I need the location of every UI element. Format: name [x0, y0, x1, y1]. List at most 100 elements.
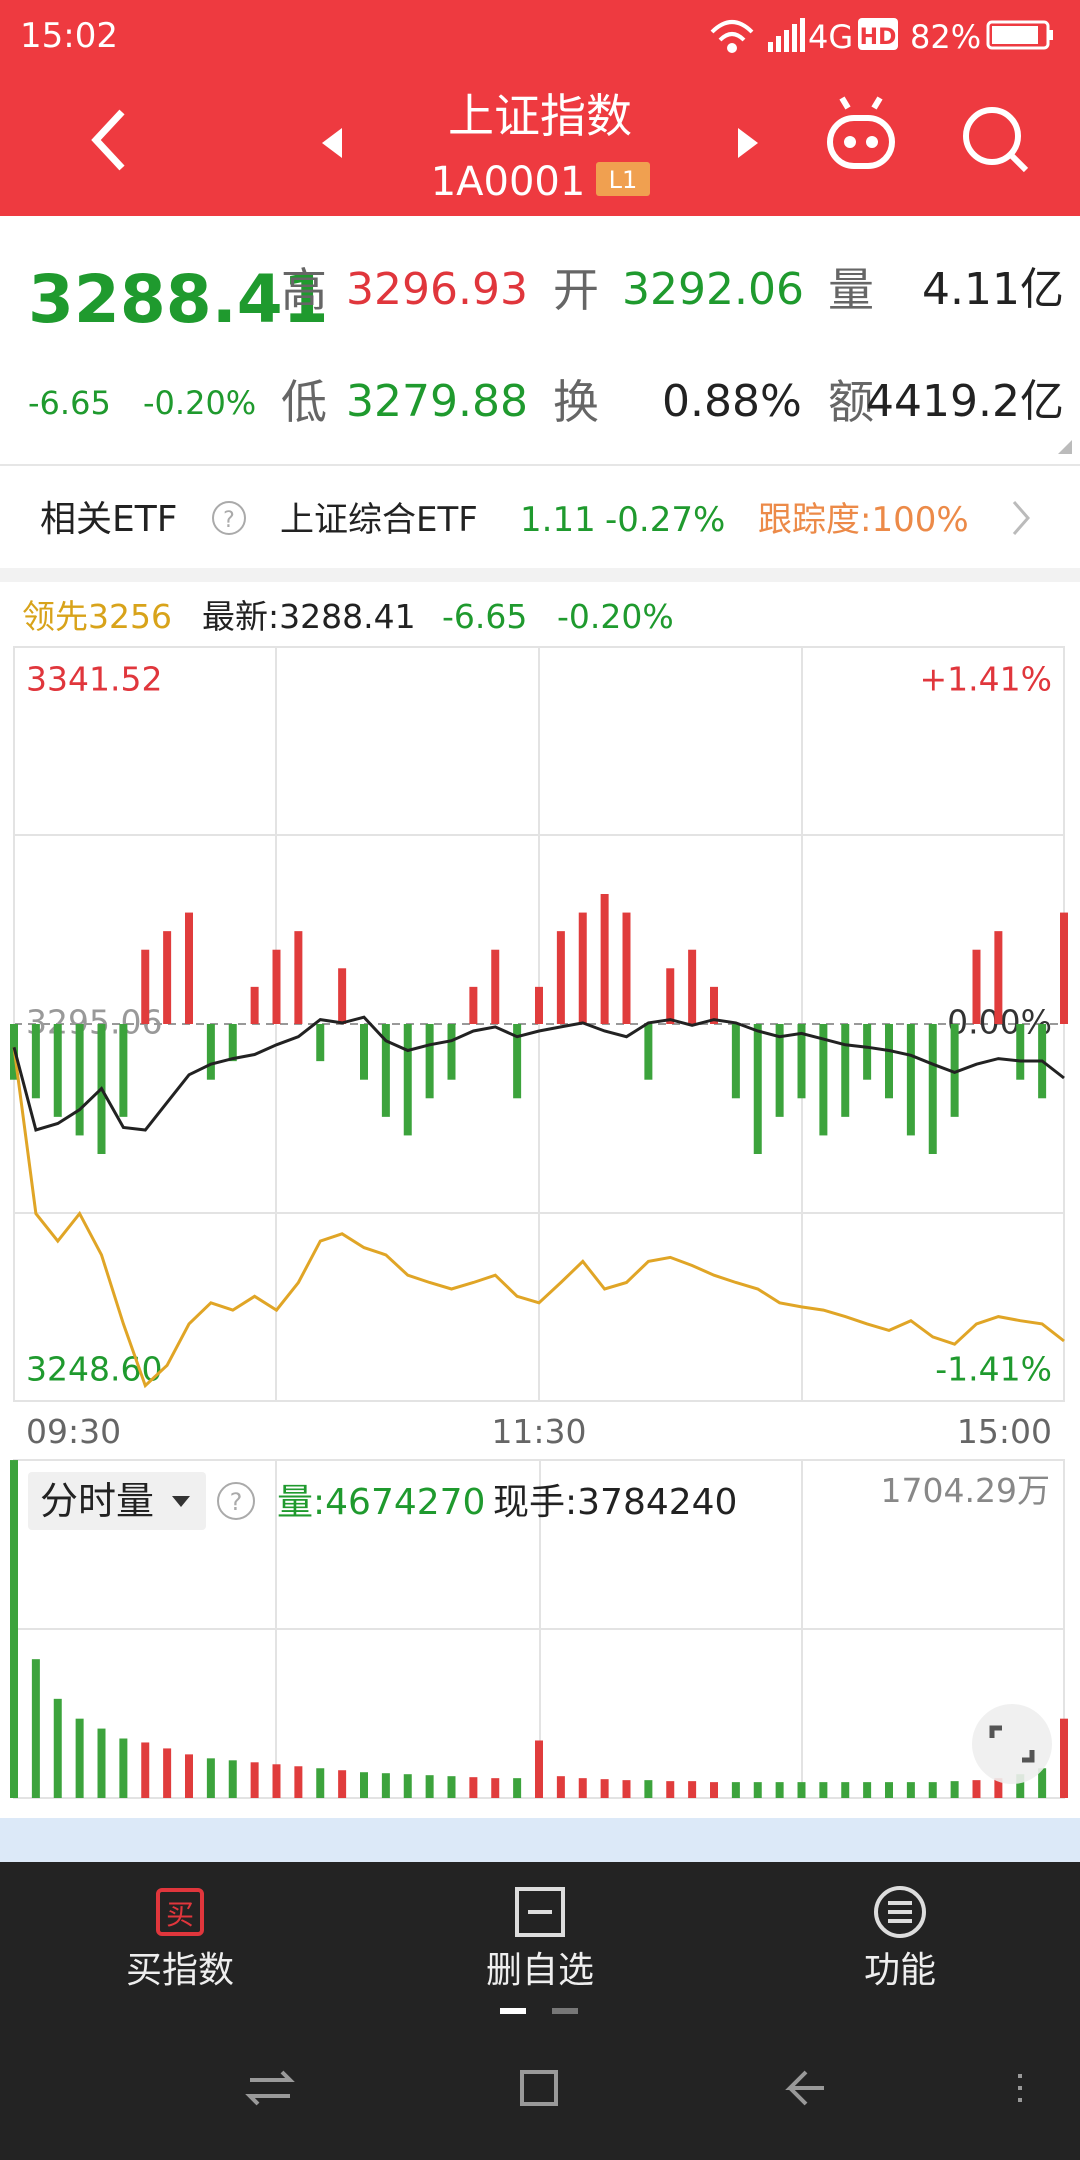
volume-bar [578, 1778, 587, 1798]
quote-volume: 4.11亿 [922, 264, 1064, 315]
volume-bar [1016, 1774, 1025, 1798]
change-bar [535, 986, 543, 1024]
volume-bar [906, 1782, 915, 1798]
help-glyph: ? [223, 508, 235, 533]
volume-bar [556, 1776, 565, 1798]
volume-current: 现手:3784240 [493, 1482, 737, 1523]
quote-price: 3288.41 [28, 261, 329, 338]
mode-caret [172, 1496, 190, 1507]
volume-bar [1060, 1718, 1068, 1798]
change-bar [556, 931, 565, 1024]
volume-bar [666, 1781, 675, 1798]
volume-bar [381, 1773, 390, 1798]
change-bar [600, 894, 609, 1024]
etf-label: 相关ETF [40, 499, 177, 540]
volume-bar [272, 1764, 281, 1798]
nav-delete[interactable]: 删自选 [486, 1950, 594, 1991]
search-button[interactable] [963, 107, 1029, 173]
quote-open: 3292.06 [622, 264, 804, 315]
change-bar [775, 1024, 784, 1117]
nav-back[interactable] [785, 2070, 824, 2106]
volume-bar [535, 1740, 543, 1798]
buy-icon [156, 1888, 204, 1936]
y2-tick-label: +1.41% [920, 660, 1052, 699]
help-icon[interactable] [212, 501, 246, 535]
hd-badge [858, 18, 898, 50]
change-bar [316, 1024, 325, 1062]
nav-home[interactable] [520, 2070, 558, 2106]
wifi-icon [710, 20, 754, 53]
change-bar [578, 912, 587, 1024]
legend-change-pct: -0.20% [557, 597, 674, 636]
change-bar [338, 968, 347, 1024]
change-bar [972, 949, 981, 1024]
help-icon[interactable] [217, 1482, 255, 1520]
delete-icon [515, 1887, 565, 1937]
expand-button[interactable] [972, 1704, 1052, 1784]
prev-button[interactable] [322, 128, 342, 158]
volume-bar [950, 1781, 959, 1798]
volume-bar [731, 1782, 740, 1798]
etf-chevron[interactable] [1012, 501, 1030, 535]
change-bar [928, 1024, 937, 1154]
volume-bar [294, 1766, 303, 1798]
change-bar [53, 1024, 62, 1117]
back-button[interactable] [91, 109, 125, 171]
volume-bar [688, 1781, 697, 1798]
change-bar [163, 931, 172, 1024]
change-bar [1016, 1024, 1025, 1080]
volume-bar [185, 1754, 193, 1798]
volume-bar [797, 1782, 806, 1798]
volume-bar [863, 1782, 872, 1798]
change-bar [841, 1024, 850, 1117]
corner-mark [1058, 440, 1072, 454]
change-bar [688, 949, 697, 1024]
y-tick-label: 1704.29万 [881, 1471, 1050, 1510]
volume-bar [31, 1659, 40, 1798]
nav-buy[interactable]: 买指数 [126, 1950, 234, 1991]
change-bar [513, 1024, 522, 1099]
change-bar [863, 1024, 872, 1080]
plot-layer: 3248.603295.063341.52-1.41%0.00%+1.41%09… [10, 646, 1068, 1798]
volume-total: 量:4674270 [277, 1482, 485, 1523]
label-amount: 额 [828, 375, 874, 429]
change-bar [447, 1024, 456, 1080]
volume-bar [994, 1778, 1003, 1798]
menu-icon-lines [888, 1901, 912, 1923]
y-tick-label: 3341.52 [26, 660, 162, 699]
change-bar [885, 1024, 893, 1099]
label-low: 低 [281, 375, 327, 429]
x-tick-label: 15:00 [957, 1412, 1052, 1451]
nav-function[interactable]: 功能 [864, 1950, 936, 1991]
volume-bar [775, 1782, 784, 1798]
next-button[interactable] [738, 128, 758, 158]
header-title: 上证指数 [448, 89, 632, 143]
change-bar [75, 1024, 84, 1136]
nav-switch[interactable] [245, 2070, 295, 2106]
change-bar [206, 1024, 215, 1080]
status-network: 4G [808, 18, 853, 56]
etf-price: 1.11 [520, 500, 596, 540]
etf-tracking: 跟踪度:100% [758, 500, 969, 540]
change-bar [491, 949, 500, 1024]
volume-bar [819, 1782, 828, 1798]
volume-bar [622, 1780, 631, 1798]
banner[interactable] [0, 1818, 1080, 1862]
volume-bar [972, 1780, 981, 1798]
change-bar [272, 949, 281, 1024]
volume-bar [316, 1768, 325, 1798]
mode-select[interactable] [28, 1472, 206, 1530]
robot-button[interactable] [827, 96, 895, 169]
volume-bar [425, 1775, 434, 1798]
volume-bar [119, 1738, 128, 1798]
page-dot [500, 2008, 526, 2014]
volume-bar [53, 1698, 62, 1798]
volume-bar [163, 1748, 172, 1798]
volume-bar [710, 1782, 718, 1798]
legend-latest: 最新:3288.41 [202, 597, 416, 636]
quote-change-pct: -0.20% [143, 384, 256, 422]
y2-tick-label: -1.41% [935, 1350, 1052, 1389]
